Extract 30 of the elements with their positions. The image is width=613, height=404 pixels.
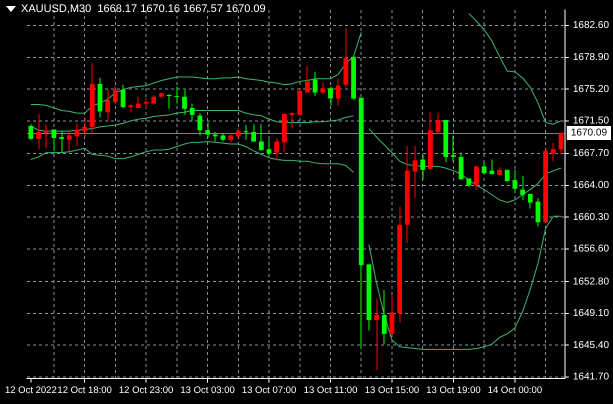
y-tick-label: 1656.60 [572,244,610,255]
y-tick-label: 1675.20 [572,84,610,95]
x-tick-label: 13 Oct 07:00 [242,384,296,396]
chart-title: XAUUSD,M30 1668.17 1670.16 1667.57 1670.09 [21,3,266,15]
x-tick-label: 13 Oct 15:00 [364,384,420,396]
ref-line-label: 1670.09 [570,128,608,139]
x-tick-label: 12 Oct 23:00 [118,384,174,396]
candlestick [166,94,172,109]
x-tick-label: 12 Oct 2022 [4,384,57,396]
y-tick-label: 1664.00 [572,180,610,192]
y-tick-label: 1671.50 [572,116,610,127]
y-tick-label: 1660.30 [572,212,610,223]
x-tick-label: 13 Oct 11:00 [304,384,358,396]
x-tick-label: 13 Oct 19:00 [426,384,481,396]
candlestick [451,135,456,162]
y-tick-label: 1645.40 [572,340,610,351]
y-tick-label: 1652.80 [572,276,610,288]
candlestick [44,124,49,148]
y-tick-label: 1667.70 [572,148,610,160]
x-tick-label: 13 Oct 03:00 [180,384,235,396]
x-tick-label: 12 Oct 18:00 [57,384,112,396]
candlestick [374,298,379,370]
y-tick-label: 1682.60 [572,20,610,32]
candlestick [174,86,180,104]
candlestick [59,131,64,153]
x-tick-label: 14 Oct 00:00 [488,384,542,396]
y-tick-label: 1649.10 [572,308,610,320]
y-tick-label: 1678.90 [572,52,610,64]
candlestick [244,125,248,140]
y-tick-label: 1641.70 [572,372,610,383]
